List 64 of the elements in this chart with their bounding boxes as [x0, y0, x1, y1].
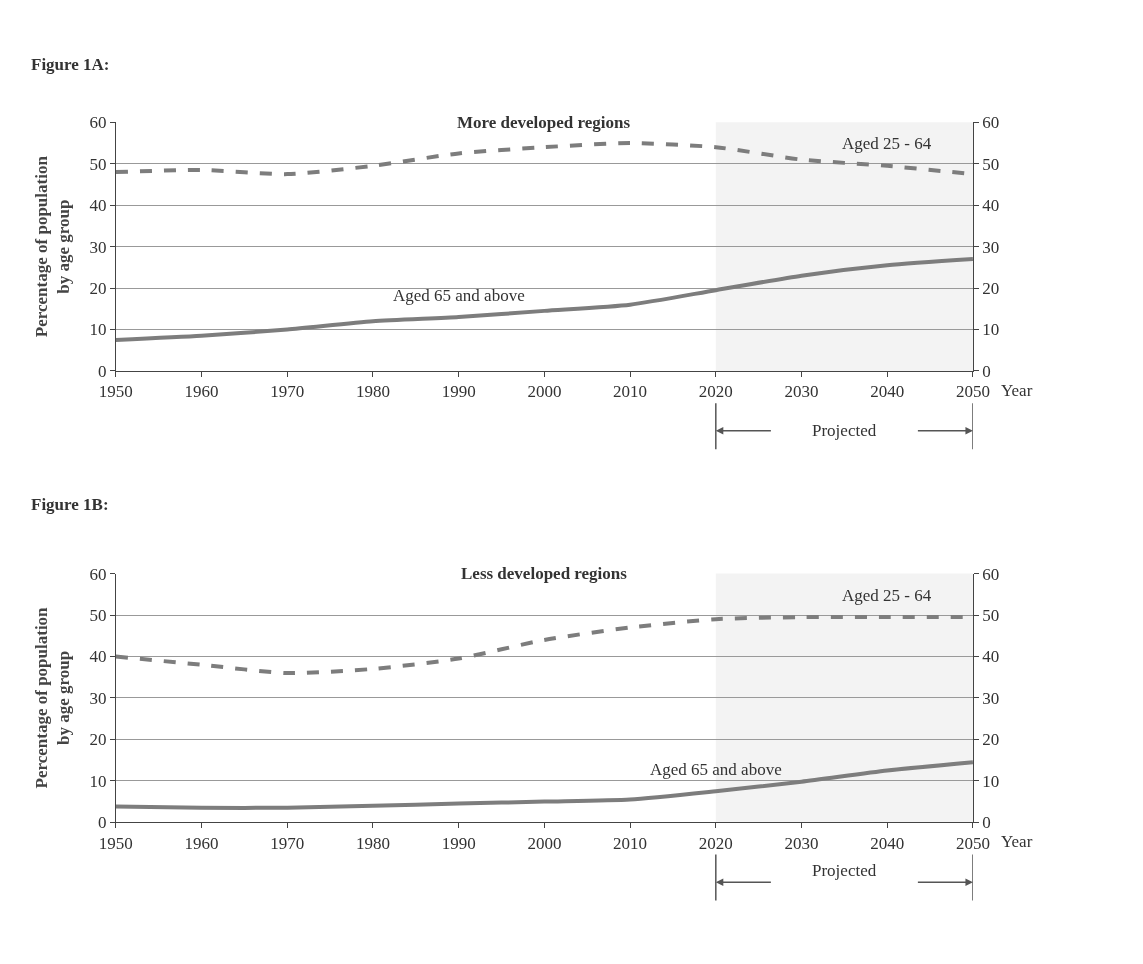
- y-tick-label: 0: [97, 813, 107, 833]
- x-tick-label: 1980: [355, 833, 390, 853]
- band-label: Projected: [812, 421, 877, 440]
- y2-tick-label: 20: [982, 730, 1000, 750]
- series-label: Aged 65 and above: [650, 760, 782, 779]
- x-tick-label: 1960: [184, 833, 219, 853]
- x-tick-label: 1960: [184, 382, 219, 402]
- chart-subtitle: More developed regions: [457, 113, 631, 132]
- chart-title: Figure 1A:: [31, 55, 110, 74]
- x-tick-label: 1970: [270, 382, 305, 402]
- x-tick-label: 2050: [955, 833, 990, 853]
- y-axis-title: Percentage of population by age group: [31, 155, 73, 338]
- y2-tick-label: 40: [982, 647, 1000, 667]
- y2-tick-label: 60: [982, 564, 1000, 584]
- y-tick-label: 60: [89, 113, 107, 133]
- x-tick-label: 2000: [527, 833, 562, 853]
- x-tick-label: 1970: [270, 833, 305, 853]
- y-tick-label: 50: [89, 605, 107, 625]
- y2-tick-label: 0: [982, 361, 991, 381]
- x-tick-label: 1950: [98, 833, 133, 853]
- x-tick-label: 2030: [784, 382, 819, 402]
- y-tick-label: 60: [89, 564, 107, 584]
- x-tick-label: 2010: [613, 833, 648, 853]
- y2-tick-label: 30: [982, 688, 1000, 708]
- x-tick-label: 2030: [784, 833, 819, 853]
- y2-tick-label: 50: [982, 154, 1000, 174]
- x-tick-label: 2050: [955, 382, 990, 402]
- y-tick-label: 30: [89, 688, 107, 708]
- chart-title: Figure 1B:: [31, 495, 109, 514]
- x-axis-title: Year: [1001, 832, 1033, 851]
- y-tick-label: 10: [89, 771, 107, 791]
- x-tick-label: 2020: [698, 833, 733, 853]
- series-label: Aged 65 and above: [393, 286, 525, 305]
- x-axis-title: Year: [1001, 381, 1033, 400]
- chart-subtitle: Less developed regions: [461, 564, 628, 583]
- x-tick-label: 1990: [441, 382, 476, 402]
- y-tick-label: 50: [89, 154, 107, 174]
- y2-tick-label: 40: [982, 196, 1000, 216]
- series-label: Aged 25 - 64: [842, 586, 932, 605]
- x-tick-label: 2040: [870, 382, 905, 402]
- y2-tick-label: 10: [982, 320, 1000, 340]
- y2-tick-label: 0: [982, 813, 991, 833]
- y-tick-label: 20: [89, 279, 107, 299]
- x-tick-label: 2010: [613, 382, 648, 402]
- y2-tick-label: 30: [982, 237, 1000, 257]
- x-tick-label: 2000: [527, 382, 562, 402]
- y-tick-label: 30: [89, 237, 107, 257]
- y2-tick-label: 50: [982, 605, 1000, 625]
- band-label: Projected: [812, 861, 877, 880]
- y2-tick-label: 60: [982, 113, 1000, 133]
- y-axis-title: Percentage of population by age group: [31, 606, 73, 789]
- y-tick-label: 20: [89, 730, 107, 750]
- x-tick-label: 1980: [355, 382, 390, 402]
- y-tick-label: 10: [89, 320, 107, 340]
- x-tick-label: 1990: [441, 833, 476, 853]
- y2-tick-label: 10: [982, 771, 1000, 791]
- x-tick-label: 2040: [870, 833, 905, 853]
- y-tick-label: 40: [89, 196, 107, 216]
- series-label: Aged 25 - 64: [842, 134, 932, 153]
- x-tick-label: 2020: [698, 382, 733, 402]
- y-tick-label: 0: [97, 361, 107, 381]
- y-tick-label: 40: [89, 647, 107, 667]
- x-tick-label: 1950: [98, 382, 133, 402]
- y2-tick-label: 20: [982, 279, 1000, 299]
